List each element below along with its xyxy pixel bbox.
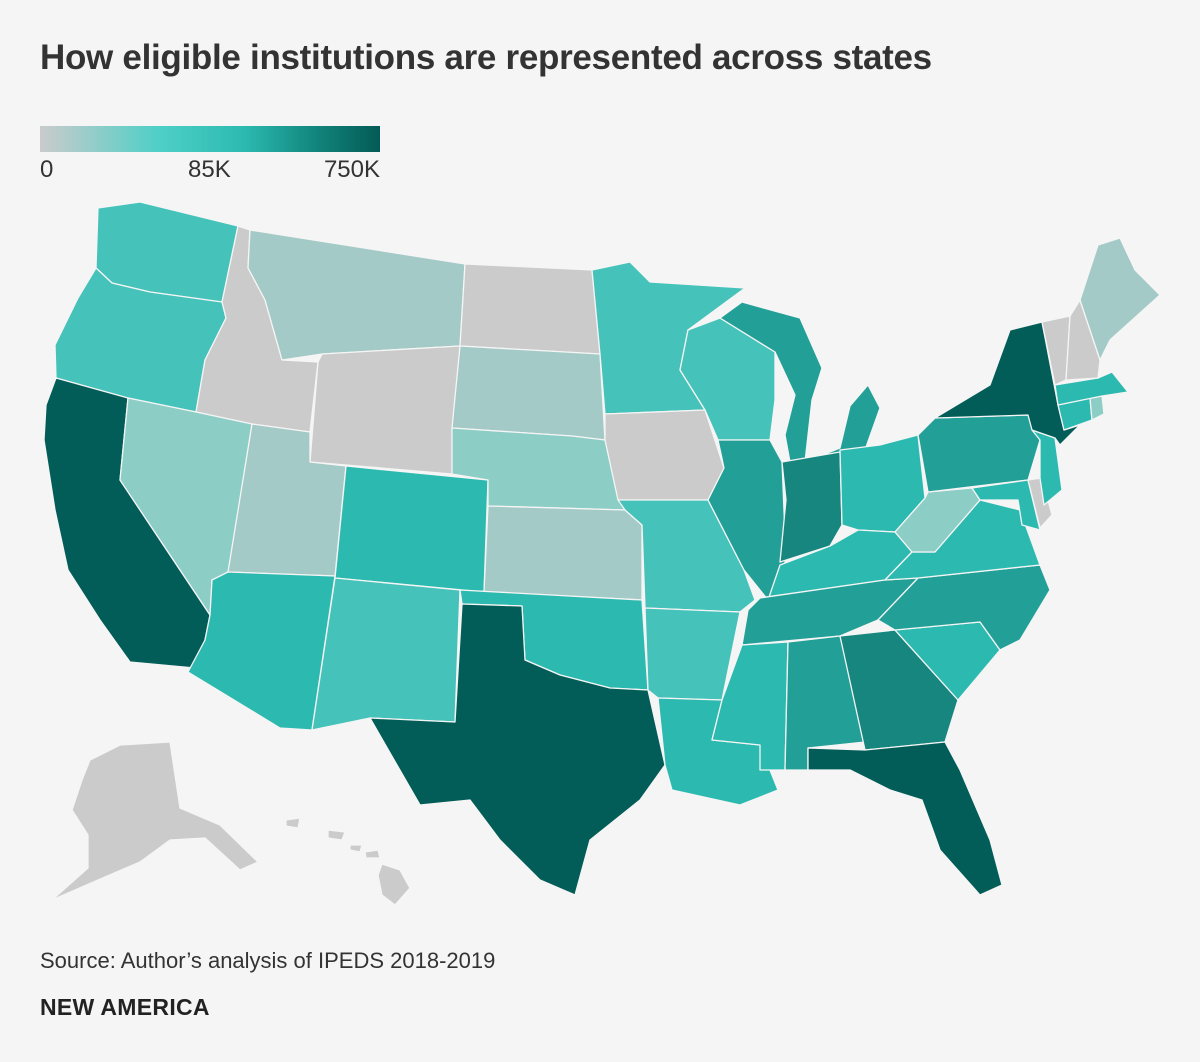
state-SD[interactable] <box>451 345 606 441</box>
brand-logo: NEW AMERICA <box>40 994 210 1020</box>
state-FL[interactable] <box>807 741 1003 896</box>
state-ME[interactable] <box>1079 237 1161 361</box>
state-IA[interactable] <box>604 409 725 501</box>
state-AR[interactable] <box>644 607 741 701</box>
state-KS[interactable] <box>483 505 643 601</box>
state-TX[interactable] <box>369 603 666 896</box>
state-ND[interactable] <box>459 263 601 355</box>
legend-mid-label: 85K <box>188 156 231 183</box>
legend-gradient-bar <box>40 126 380 152</box>
state-MI[interactable] <box>719 301 881 463</box>
legend-min-label: 0 <box>40 156 54 183</box>
state-CO[interactable] <box>334 465 489 593</box>
state-NH[interactable] <box>1065 299 1101 381</box>
legend-max-label: 750K <box>323 156 380 183</box>
state-MT[interactable] <box>247 229 466 361</box>
state-WY[interactable] <box>309 345 461 475</box>
legend-labels: 0 85K 750K <box>40 152 380 183</box>
chart-title: How eligible institutions are represente… <box>40 38 932 77</box>
state-HI[interactable] <box>285 817 411 906</box>
state-GA[interactable] <box>839 629 959 751</box>
state-RI[interactable] <box>1089 395 1105 421</box>
color-legend: 0 85K 750K <box>40 126 380 183</box>
state-AK[interactable] <box>51 741 259 901</box>
state-NM[interactable] <box>311 577 461 731</box>
us-choropleth-map <box>43 201 1161 906</box>
state-DE[interactable] <box>1027 477 1053 529</box>
source-note: Source: Author’s analysis of IPEDS 2018-… <box>40 948 496 973</box>
